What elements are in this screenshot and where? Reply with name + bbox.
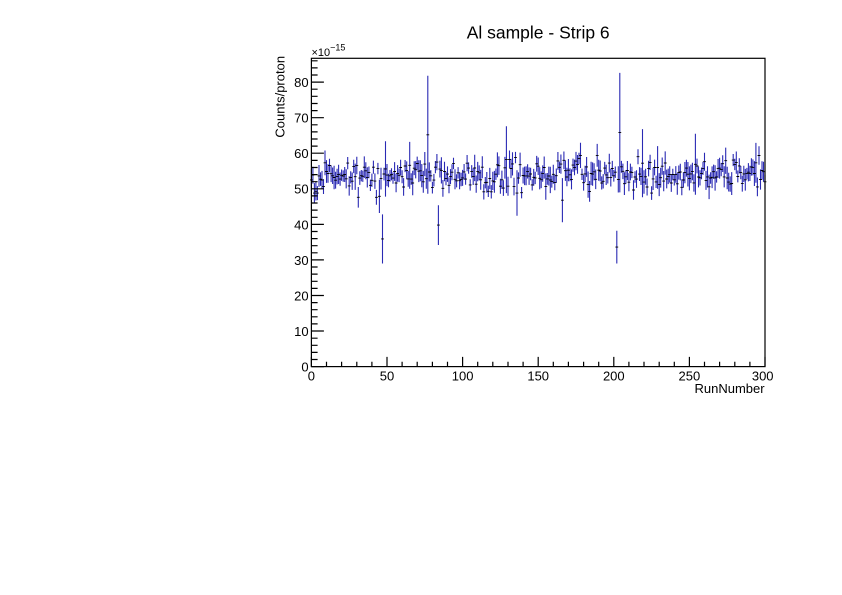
svg-text:RunNumber: RunNumber	[695, 381, 766, 396]
svg-text:0: 0	[308, 368, 315, 383]
svg-text:30: 30	[294, 253, 308, 268]
svg-text:20: 20	[294, 288, 308, 303]
svg-text:80: 80	[294, 75, 308, 90]
svg-text:10: 10	[294, 324, 308, 339]
svg-text:200: 200	[603, 368, 625, 383]
svg-text:50: 50	[380, 368, 394, 383]
svg-text:50: 50	[294, 182, 308, 197]
svg-text:300: 300	[752, 368, 774, 383]
svg-text:×10−15: ×10−15	[312, 43, 346, 60]
svg-text:60: 60	[294, 146, 308, 161]
svg-text:Counts/proton: Counts/proton	[272, 56, 287, 138]
svg-text:0: 0	[301, 360, 308, 375]
svg-text:250: 250	[679, 368, 701, 383]
svg-text:Al sample - Strip 6: Al sample - Strip 6	[467, 22, 610, 42]
svg-text:70: 70	[294, 111, 308, 126]
svg-text:40: 40	[294, 217, 308, 232]
svg-text:150: 150	[527, 368, 549, 383]
svg-text:100: 100	[452, 368, 474, 383]
